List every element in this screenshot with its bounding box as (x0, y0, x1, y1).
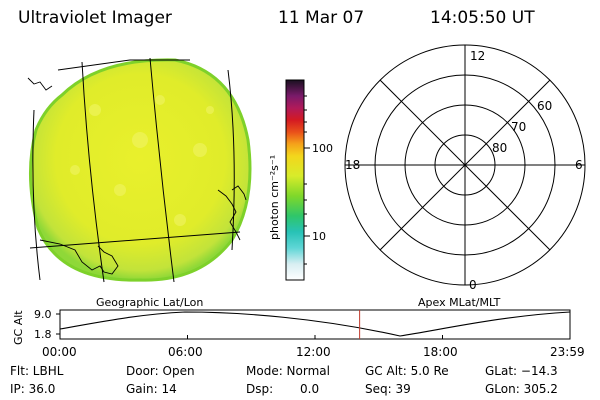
door-info: Door: Open (126, 364, 195, 378)
dsp-value: 0.0 (300, 382, 320, 396)
mode-info: Mode: Normal (246, 364, 330, 378)
polar-plot (344, 44, 586, 286)
altitude-curve (59, 311, 571, 337)
mlat-label-80: 80 (492, 141, 507, 155)
seq-info: Seq: 39 (365, 382, 411, 396)
altitude-ylabel: GC Alt (12, 310, 25, 345)
filter-info: Flt: LBHL (10, 364, 64, 378)
xtick-label: 23:59 (550, 345, 585, 359)
colorbar: 100 10 photon cm⁻²s⁻¹ (268, 79, 333, 281)
mlat-label-60: 60 (537, 99, 552, 113)
ytick-top: 9.0 (34, 308, 52, 321)
xtick-label: 12:00 (296, 345, 331, 359)
colorbar-tick-100: 100 (312, 142, 333, 155)
mlat-label-70: 70 (511, 120, 526, 134)
app-title: Ultraviolet Imager (18, 8, 172, 28)
mlt-label-18: 18 (345, 158, 360, 172)
ytick-bottom: 1.8 (34, 328, 52, 341)
xtick-label: 18:00 (423, 345, 458, 359)
mlt-label-6: 6 (575, 158, 583, 172)
xtick-label: 06:00 (168, 345, 203, 359)
mlt-label-12: 12 (470, 49, 485, 63)
time-label: 14:05:50 UT (430, 8, 535, 28)
colorbar-tick-10: 10 (312, 230, 326, 243)
gain-info: Gain: 14 (126, 382, 177, 396)
glat-info: GLat: −14.3 (485, 364, 558, 378)
gc-alt-info: GC Alt: 5.0 Re (365, 364, 449, 378)
dsp-label: Dsp: (246, 382, 274, 396)
xtick-label: 00:00 (42, 345, 77, 359)
mlt-label-0: 0 (469, 278, 477, 292)
date-label: 11 Mar 07 (278, 8, 365, 28)
coastline (27, 77, 247, 275)
glon-info: GLon: 305.2 (485, 382, 558, 396)
geographic-label: Geographic Lat/Lon (96, 296, 203, 309)
apex-label: Apex MLat/MLT (418, 296, 501, 309)
geographic-grid (29, 57, 241, 283)
ip-info: IP: 36.0 (10, 382, 56, 396)
colorbar-unit-label: photon cm⁻²s⁻¹ (268, 155, 281, 240)
uv-image-disk (27, 57, 252, 283)
altitude-plot: 9.0 1.8 GC Alt 00:00 06:00 12:00 18:00 2… (12, 308, 585, 359)
